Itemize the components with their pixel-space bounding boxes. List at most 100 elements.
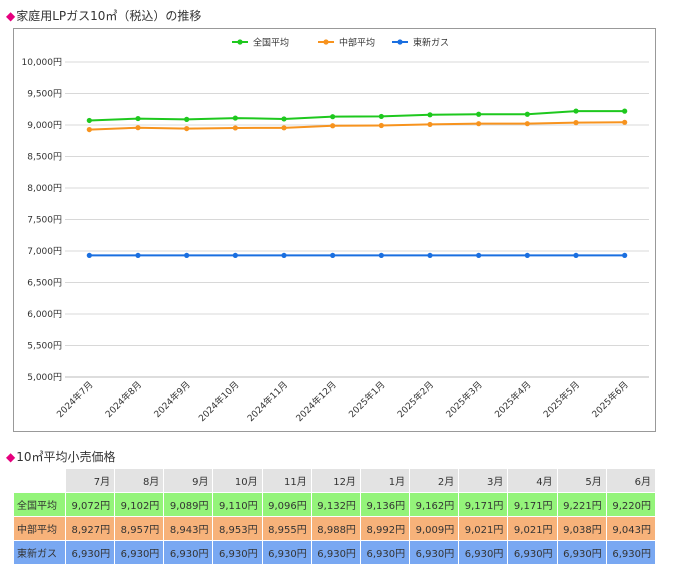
price-table: 7月 8月 9月 10月 11月 12月 1月 2月 3月 4月 5月 6月 全… [13, 468, 657, 565]
data-point [232, 115, 238, 121]
data-point [524, 252, 530, 259]
data-point [86, 126, 92, 133]
y-tick-label: 6,500円 [27, 278, 62, 289]
price-cell: 6,930円 [212, 540, 263, 565]
price-cell: 9,221円 [556, 492, 607, 517]
data-point [281, 116, 287, 122]
x-tick-label: 2024年8月 [103, 379, 144, 420]
data-point [281, 252, 287, 259]
price-cell: 8,988円 [310, 516, 361, 541]
x-tick-label: 2024年7月 [54, 379, 95, 420]
x-tick-label: 2025年6月 [589, 379, 630, 420]
data-point [378, 113, 384, 120]
data-point [184, 252, 190, 259]
price-cell: 8,953円 [212, 516, 263, 541]
line-chart: 10,000円 9,500円 9,000円 8,500円 8,000円 7,500円 7,0… [13, 28, 656, 432]
data-point [573, 108, 579, 114]
data-point [524, 111, 530, 117]
month-header: 2月 [409, 468, 460, 493]
row-label: 東新ガス [13, 540, 66, 565]
month-header: 11月 [261, 468, 312, 493]
data-point [135, 252, 141, 259]
month-header: 1月 [359, 468, 411, 493]
price-cell: 6,930円 [458, 540, 509, 565]
price-cell: 9,132円 [310, 492, 361, 517]
price-cell: 9,096円 [261, 492, 312, 517]
series-line [89, 121, 625, 131]
diamond-bullet-icon: ◆ [6, 9, 16, 23]
data-point [476, 252, 482, 259]
data-point [330, 123, 336, 129]
price-cell: 9,171円 [458, 492, 509, 517]
data-point [184, 116, 190, 122]
month-header: 4月 [507, 468, 558, 493]
x-tick-label: 2024年10月 [196, 379, 242, 425]
price-cell: 6,930円 [163, 540, 214, 565]
x-tick-label: 2024年11月 [245, 379, 291, 425]
x-tick-label: 2024年9月 [151, 379, 192, 420]
price-cell: 9,102円 [114, 492, 165, 517]
x-tick-label: 2025年3月 [443, 379, 484, 420]
price-cell: 9,021円 [458, 516, 509, 541]
y-tick-label: 5,500円 [27, 341, 62, 352]
price-cell: 8,927円 [64, 516, 116, 541]
x-tick-label: 2024年12月 [293, 379, 339, 425]
price-cell: 8,955円 [261, 516, 312, 541]
table-row-zenkoku: 全国平均 9,072円 9,102円 9,089円 9,110円 9,096円 … [13, 492, 657, 517]
data-point [135, 115, 141, 122]
data-point [135, 125, 141, 131]
legend-swatch-marker [397, 39, 403, 45]
diamond-bullet-icon: ◆ [6, 450, 16, 464]
month-header: 5月 [556, 468, 607, 493]
data-point [622, 108, 628, 114]
price-cell: 9,136円 [359, 492, 411, 517]
x-tick-label: 2025年5月 [541, 379, 582, 420]
month-header: 3月 [458, 468, 509, 493]
data-point [427, 121, 433, 128]
price-cell: 6,930円 [310, 540, 361, 565]
price-cell: 9,021円 [507, 516, 558, 541]
table-row-toshin: 東新ガス 6,930円 6,930円 6,930円 6,930円 6,930円 … [13, 540, 657, 565]
price-cell: 6,930円 [359, 540, 411, 565]
y-tick-label: 5,000円 [27, 372, 62, 383]
price-cell: 6,930円 [507, 540, 558, 565]
series-line [89, 110, 625, 122]
price-cell: 6,930円 [605, 540, 657, 565]
price-cell: 9,009円 [409, 516, 460, 541]
price-cell: 9,162円 [409, 492, 460, 517]
table-row-chubu: 中部平均 8,927円 8,957円 8,943円 8,953円 8,955円 … [13, 516, 657, 541]
price-cell: 8,957円 [114, 516, 165, 541]
month-header: 12月 [310, 468, 361, 493]
table-header-row: 7月 8月 9月 10月 11月 12月 1月 2月 3月 4月 5月 6月 [13, 468, 657, 493]
data-point [378, 252, 384, 259]
data-point [427, 112, 433, 118]
data-point [378, 122, 384, 129]
data-point [476, 111, 482, 117]
price-cell: 9,110円 [212, 492, 263, 517]
data-point [184, 125, 190, 132]
data-point [476, 121, 482, 127]
price-cell: 6,930円 [261, 540, 312, 565]
table-heading: ◆10㎥平均小売価格 [6, 450, 116, 464]
price-cell: 9,089円 [163, 492, 214, 517]
y-tick-label: 9,000円 [27, 120, 62, 131]
row-label: 中部平均 [13, 516, 66, 541]
row-label: 全国平均 [13, 492, 66, 517]
price-cell: 6,930円 [64, 540, 116, 565]
data-point [524, 121, 530, 127]
price-cell: 6,930円 [409, 540, 460, 565]
chart-heading-text: 家庭用LPガス10㎥（税込）の推移 [16, 9, 202, 23]
data-point [573, 120, 579, 126]
price-cell: 9,171円 [507, 492, 558, 517]
data-point [622, 119, 628, 125]
chart-canvas: 10,000円 9,500円 9,000円 8,500円 8,000円 7,500円 7,0… [22, 37, 649, 425]
month-header: 6月 [605, 468, 657, 493]
price-cell: 6,930円 [556, 540, 607, 565]
data-point [281, 125, 287, 131]
table-heading-text: 10㎥平均小売価格 [16, 450, 116, 464]
y-tick-label: 8,000円 [27, 183, 62, 194]
x-tick-label: 2025年4月 [492, 379, 533, 420]
legend-label: 東新ガス [413, 37, 449, 49]
price-cell: 8,992円 [359, 516, 411, 541]
x-tick-label: 2025年2月 [395, 379, 436, 420]
